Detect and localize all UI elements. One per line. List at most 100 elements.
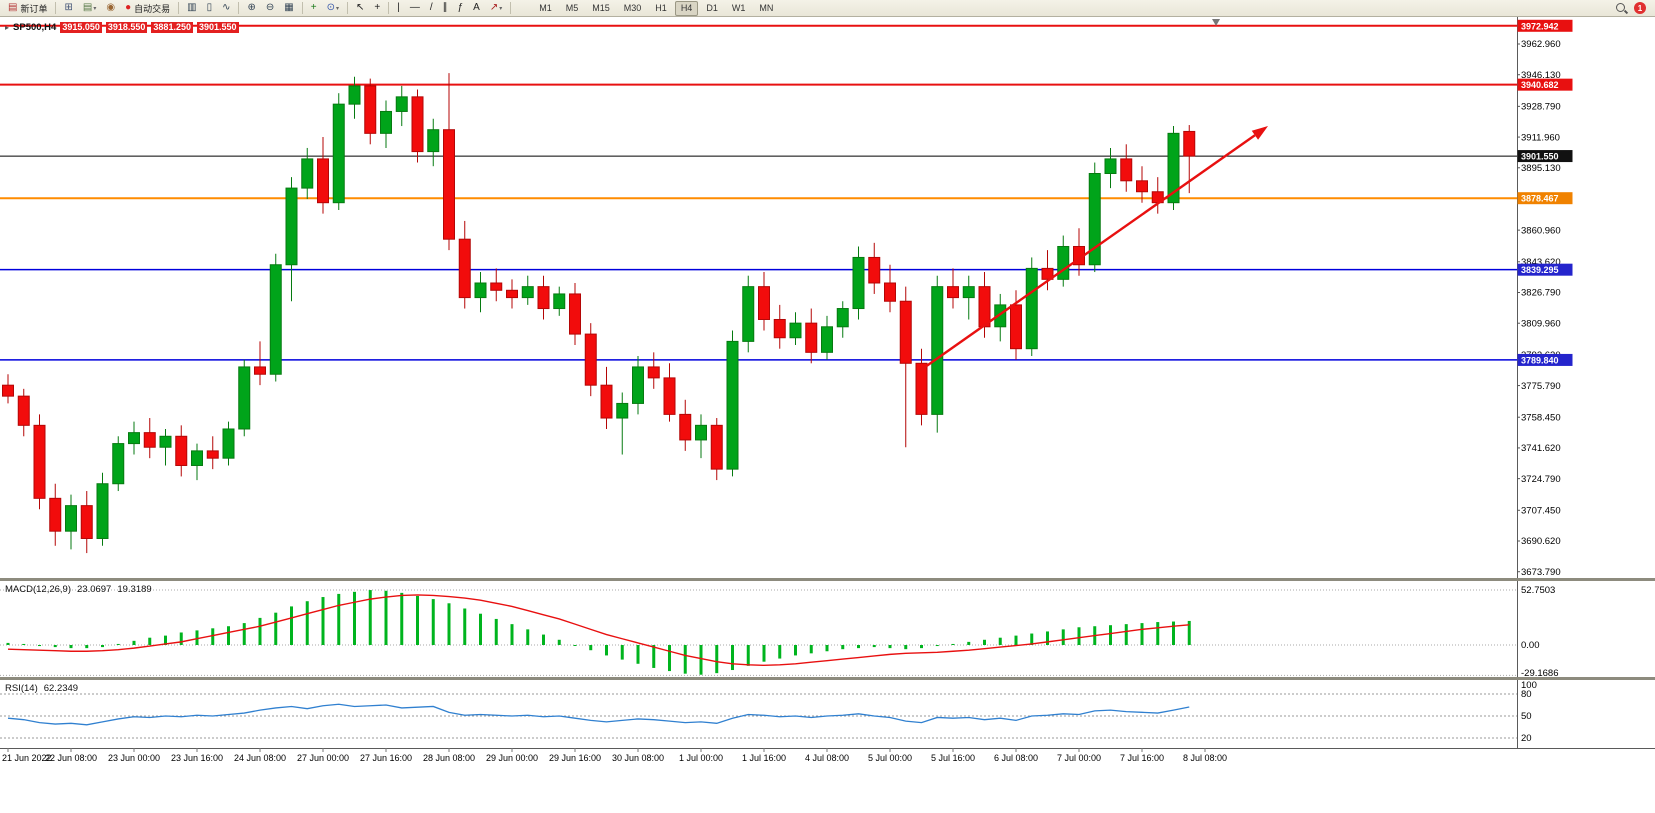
time-axis-label: 30 Jun 08:00 — [612, 753, 664, 763]
timeframe-mn-button[interactable]: MN — [759, 3, 774, 13]
macd-histogram-bar — [746, 645, 750, 666]
chart-plot-area[interactable] — [0, 16, 1517, 748]
timeframe-h4-button[interactable]: H4 — [674, 0, 699, 16]
new-chart-icon: ⊞ — [64, 2, 73, 13]
candle-chart-button[interactable]: ▯ — [203, 0, 217, 16]
toolbar-separator — [55, 2, 57, 14]
macd-histogram-bar — [290, 606, 293, 645]
fibonacci-button[interactable]: ƒ — [454, 0, 468, 16]
candle-up — [380, 110, 392, 134]
panel-splitter[interactable] — [0, 677, 1655, 680]
crosshair-button[interactable]: + — [370, 0, 384, 16]
zoom-out-icon: ⊖ — [265, 2, 275, 13]
trendline-button[interactable]: / — [426, 0, 437, 16]
time-axis-label: 5 Jul 00:00 — [868, 753, 912, 763]
time-axis-label: 29 Jun 16:00 — [549, 753, 601, 763]
new-chart-button[interactable]: ⊞ — [60, 0, 76, 16]
tile-windows-button[interactable]: ▦ — [280, 0, 297, 16]
rsi-value: 62.2349 — [43, 683, 79, 694]
arrows-tool-button[interactable]: ↗ ▾ — [486, 0, 506, 16]
macd-histogram-bar — [479, 613, 482, 645]
macd-histogram-bar — [6, 642, 10, 645]
shift-marker-icon[interactable] — [1212, 19, 1221, 26]
candle-up — [427, 129, 440, 153]
notification-badge[interactable]: 1 — [1634, 2, 1646, 14]
macd-histogram-bar — [211, 628, 215, 645]
macd-histogram-bar — [699, 645, 703, 675]
price-badge-label: 3878.467 — [1521, 194, 1559, 204]
candle-up — [474, 282, 487, 299]
macd-histogram-bar — [983, 639, 986, 645]
horizontal-line-button[interactable]: — — [406, 0, 424, 16]
candle-down — [80, 505, 93, 539]
profiles-button[interactable]: ▤ ▾ — [79, 0, 100, 16]
trend-arrow[interactable] — [919, 134, 1256, 372]
panel-splitter[interactable] — [0, 578, 1655, 581]
candle-up — [1088, 172, 1101, 266]
autotrading-button[interactable]: ● 自动交易 — [121, 0, 174, 16]
price-badge — [1517, 192, 1573, 205]
timeframe-m5-button[interactable]: M5 — [565, 3, 579, 13]
macd-name: MACD(12,26,9) — [5, 584, 71, 595]
price-axis-label: 3911.960 — [1521, 132, 1560, 143]
toolbar-separator — [346, 2, 348, 14]
bar-chart-button[interactable]: ▥ — [183, 0, 200, 16]
channel-button[interactable]: ∥ — [439, 0, 452, 16]
macd-axis-label: 0.00 — [1521, 640, 1540, 651]
vertical-line-button[interactable]: | — [393, 0, 404, 16]
candle-up — [836, 308, 849, 328]
candle-down — [33, 424, 46, 499]
time-axis-label: 8 Jul 08:00 — [1183, 753, 1227, 763]
candle-up — [632, 366, 644, 404]
macd-histogram-bar — [132, 640, 136, 645]
price-badge — [1517, 353, 1573, 366]
toolbar-right: 1 — [1615, 2, 1652, 15]
timeframe-h1-button[interactable]: H1 — [655, 3, 667, 13]
timeframe-m30-button[interactable]: M30 — [623, 3, 642, 13]
candle-down — [458, 238, 471, 299]
alerts-button[interactable]: ◉ — [102, 0, 119, 16]
macd-histogram-bar — [400, 592, 404, 645]
timeframe-m1-button[interactable]: M1 — [539, 3, 552, 13]
candle-down — [254, 366, 266, 375]
macd-histogram-bar — [494, 618, 498, 645]
timeframe-m15-button[interactable]: M15 — [592, 3, 610, 13]
candle-up — [269, 264, 282, 375]
add-indicator-button[interactable]: + — [307, 0, 321, 16]
macd-histogram-bar — [368, 590, 372, 645]
candle-down — [710, 424, 723, 470]
arrows-tool-icon: ↗ — [489, 2, 499, 13]
price-badge — [1517, 263, 1573, 276]
alerts-icon: ◉ — [106, 2, 116, 13]
new-order-button[interactable]: ▤ 新订单 — [4, 0, 51, 16]
rsi-axis-label: 20 — [1521, 733, 1532, 744]
text-tool-button[interactable]: A — [469, 0, 484, 16]
price-badge-label: 3901.550 — [1521, 152, 1559, 162]
timeframe-w1-button[interactable]: W1 — [731, 3, 746, 13]
cursor-button[interactable]: ↖ — [352, 0, 368, 16]
zoom-out-button[interactable]: ⊖ — [262, 0, 278, 16]
search-icon[interactable] — [1615, 2, 1629, 15]
time-axis-label: 29 Jun 00:00 — [486, 753, 538, 763]
zoom-in-button[interactable]: ⊕ — [243, 0, 259, 16]
candle-up — [821, 326, 833, 353]
macd-histogram-bar — [825, 645, 829, 652]
timeframe-d1-button[interactable]: D1 — [706, 3, 718, 13]
rsi-axis-label: 50 — [1521, 711, 1532, 722]
toolbar-separator — [238, 2, 240, 14]
ohlc-low: 3881.250 — [151, 22, 193, 33]
macd-histogram-bar — [715, 645, 719, 674]
macd-histogram-bar — [101, 645, 104, 648]
time-axis-label: 28 Jun 08:00 — [423, 753, 475, 763]
line-chart-button[interactable]: ∿ — [218, 0, 234, 16]
candle-down — [978, 286, 991, 328]
macd-histogram-bar — [305, 601, 309, 645]
rsi-name: RSI(14) — [5, 683, 38, 694]
toolbar-separator — [510, 2, 512, 14]
candle-up — [742, 286, 755, 342]
period-selector-button[interactable]: ⊙ ▾ — [323, 0, 343, 16]
macd-histogram-bar — [85, 645, 89, 649]
macd-histogram-bar — [951, 643, 955, 645]
